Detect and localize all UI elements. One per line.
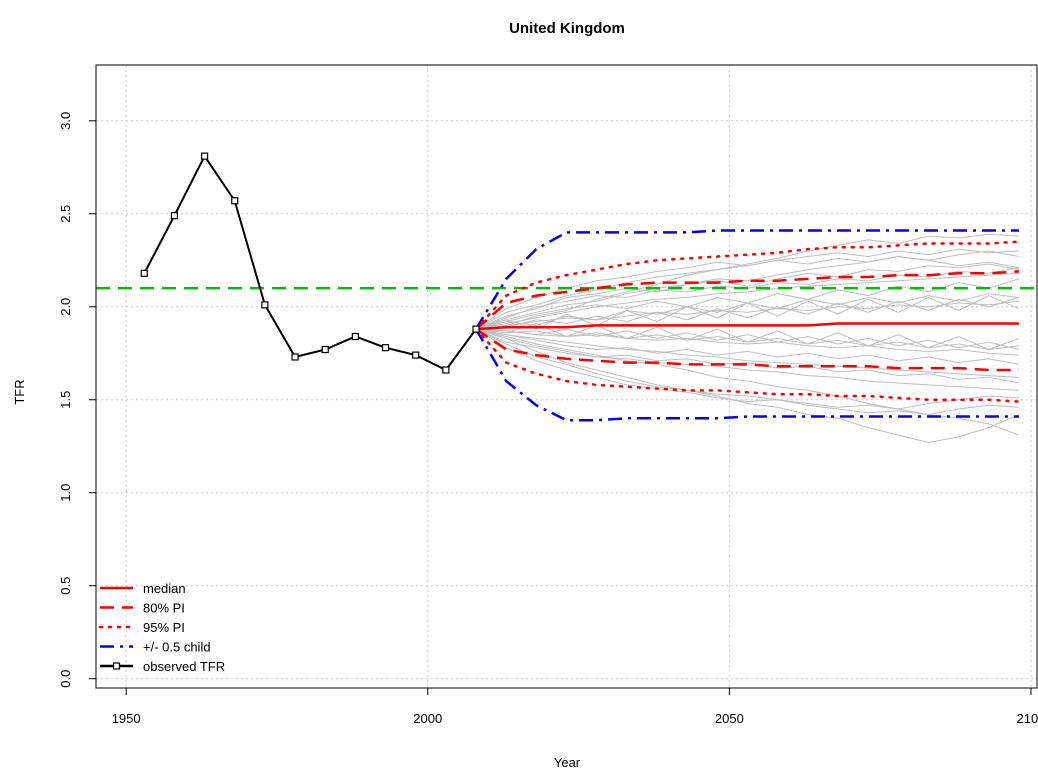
y-tick-label: 3.0 xyxy=(58,112,73,130)
trajectory-line xyxy=(475,300,1019,330)
y-axis: 0.0 0.5 1.0 1.5 2.0 2.5 3.0 xyxy=(58,112,97,688)
observed-point xyxy=(200,152,209,160)
median-line xyxy=(475,322,1019,331)
y-axis-label: TFR xyxy=(12,379,27,404)
observed-point xyxy=(381,344,390,352)
pi80-upper-line xyxy=(475,270,1019,331)
y-tick-label: 2.0 xyxy=(58,298,73,316)
trajectory-line xyxy=(475,328,1019,356)
trajectory-line xyxy=(475,328,1019,391)
observed-tfr-line xyxy=(143,154,477,372)
observed-point xyxy=(321,345,329,354)
plot-frame xyxy=(95,64,1038,689)
pi95-upper-line xyxy=(474,240,1021,331)
observed-point xyxy=(170,212,179,220)
x-tick-label: 2000 xyxy=(413,711,442,726)
pi80-lower-line xyxy=(475,328,1019,372)
legend-label: median xyxy=(143,581,186,596)
trajectory-line xyxy=(475,328,1020,436)
child-lower-line xyxy=(474,328,1019,422)
legend-marker xyxy=(112,662,121,670)
legend: median 80% PI 95% PI +/- 0.5 child observed … xyxy=(98,581,225,674)
trajectory-line xyxy=(475,233,1019,330)
y-tick-label: 1.0 xyxy=(58,484,73,502)
trajectory-line xyxy=(475,328,1019,416)
trajectory-line xyxy=(475,328,1020,444)
y-tick-label: 0.0 xyxy=(58,670,73,688)
x-tick-label: 1950 xyxy=(112,711,141,726)
legend-label: 95% PI xyxy=(143,620,185,635)
child-upper-line xyxy=(474,229,1019,330)
summary-lines xyxy=(96,152,1037,422)
y-tick-label: 0.5 xyxy=(58,577,73,595)
observed-point xyxy=(261,301,269,309)
trajectory-line xyxy=(475,328,1019,410)
legend-label: 80% PI xyxy=(143,601,185,616)
observed-point xyxy=(351,332,359,341)
observed-point xyxy=(231,197,239,205)
y-tick-label: 2.5 xyxy=(58,205,73,223)
observed-point xyxy=(472,325,480,333)
observed-point xyxy=(442,366,450,374)
trajectory-line xyxy=(475,278,1020,330)
y-tick-label: 1.5 xyxy=(58,391,73,409)
trajectory-line xyxy=(475,297,1020,330)
observed-point xyxy=(412,351,420,359)
x-axis-label: Year xyxy=(554,755,581,770)
x-tick-label: 2050 xyxy=(715,711,744,726)
trajectory-line xyxy=(475,328,1019,384)
observed-point xyxy=(140,269,148,277)
legend-label: +/- 0.5 child xyxy=(143,640,211,655)
legend-label: observed TFR xyxy=(143,659,225,674)
chart-title: United Kingdom xyxy=(509,20,625,37)
trajectory-line xyxy=(475,328,1020,350)
grid xyxy=(96,65,1037,688)
trajectory-line xyxy=(475,328,1019,378)
observed-point xyxy=(291,353,299,361)
pi95-lower-line xyxy=(474,327,1021,403)
trajectory-line xyxy=(475,328,1019,365)
trajectory-line xyxy=(475,263,1019,330)
trajectory-lines xyxy=(475,233,1020,444)
trajectory-line xyxy=(475,272,1019,330)
